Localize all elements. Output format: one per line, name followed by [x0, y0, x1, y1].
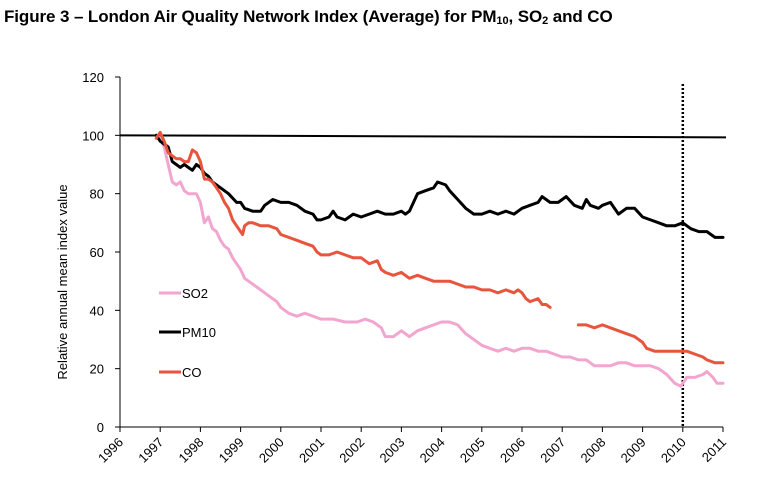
- x-tick-label: 2002: [336, 435, 367, 466]
- y-axis-title: Relative annual mean index value: [55, 184, 70, 379]
- y-tick-label: 0: [97, 420, 104, 435]
- series-line-co: [154, 130, 552, 309]
- x-tick-label: 2008: [577, 435, 608, 466]
- y-tick-label: 100: [82, 128, 104, 143]
- series-line-pm10: [154, 133, 725, 239]
- x-tick-label: 2004: [417, 435, 448, 466]
- x-tick-label: 2006: [497, 435, 528, 466]
- y-tick-label: 80: [90, 187, 104, 202]
- series-line-so2: [154, 133, 725, 388]
- x-tick-label: 2007: [537, 435, 568, 466]
- x-tick-label: 2009: [618, 435, 649, 466]
- x-tick-label: 2000: [256, 435, 287, 466]
- y-tick-label: 120: [82, 70, 104, 85]
- y-tick-label: 60: [90, 245, 104, 260]
- x-tick-label: 2003: [376, 435, 407, 466]
- legend-label-co: CO: [182, 365, 202, 380]
- y-tick-label: 20: [90, 362, 104, 377]
- y-tick-label: 40: [90, 303, 104, 318]
- x-tick-label: 1997: [135, 435, 166, 466]
- x-tick-label: 1999: [216, 435, 247, 466]
- reference-line-100: [119, 134, 727, 139]
- legend-label-so2: SO2: [182, 286, 208, 301]
- x-tick-label: 2010: [658, 435, 689, 466]
- x-tick-label: 1998: [175, 435, 206, 466]
- figure-title: Figure 3 – London Air Quality Network In…: [4, 7, 613, 27]
- x-tick-label: 2005: [457, 435, 488, 466]
- x-tick-label: 1996: [95, 435, 126, 466]
- x-tick-label: 2011: [699, 435, 729, 465]
- x-tick-label: 2001: [296, 435, 327, 466]
- series-line-co: [576, 323, 725, 365]
- legend-label-pm10: PM10: [182, 325, 216, 340]
